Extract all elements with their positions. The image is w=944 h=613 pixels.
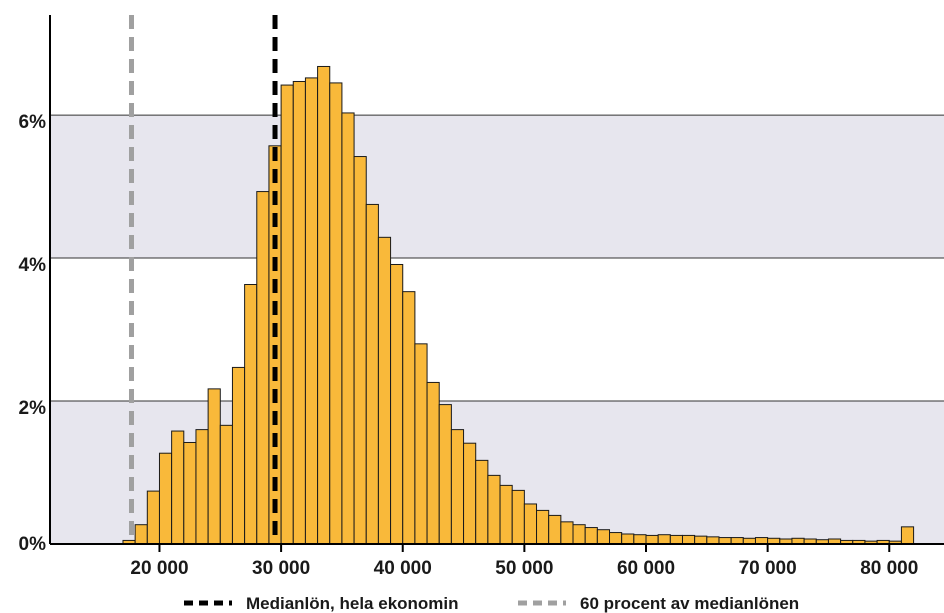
y-tick-labels: 0% 2% 4% 6% [19,112,47,555]
bar [669,534,683,545]
bar [645,534,659,545]
bar [256,191,270,545]
bar [511,489,525,545]
bar [377,236,392,545]
x-tick-label: 80 000 [860,558,918,579]
bar [706,536,720,545]
bar [621,533,635,545]
bar [304,77,319,545]
bars [122,65,915,545]
bar [134,524,148,545]
bar [244,284,258,545]
bar [183,441,197,545]
bar [390,263,404,545]
bar [487,474,501,545]
bar [353,156,367,545]
y-tick-label: 2% [19,398,47,419]
bar [475,459,489,545]
bar [171,430,185,545]
bar [596,529,611,545]
bar [231,366,246,545]
bar [450,429,465,545]
x-tick-labels: 20 000 30 000 40 000 50 000 60 000 70 000 80 0… [130,544,918,579]
legend: Medianlön, hela ekonomin 60 procent av m… [184,594,799,613]
bar [438,404,452,545]
bar [219,424,233,545]
x-tick-label: 40 000 [374,558,432,579]
bar [146,490,160,545]
y-tick-label: 0% [19,534,47,555]
bar [463,442,477,545]
x-tick-label: 60 000 [617,558,675,579]
bar [523,503,538,545]
bar [402,291,416,545]
bar [560,521,574,545]
bar [499,484,513,545]
axes [49,15,944,545]
bar [195,429,209,545]
bar [657,534,671,545]
x-tick-label: 30 000 [252,558,310,579]
x-tick-label: 70 000 [739,558,797,579]
bar [900,526,915,545]
bar [609,532,623,545]
legend-60pct-label: 60 procent av medianlönen [580,594,799,613]
reference-lines [128,15,278,544]
bar [584,527,598,545]
x-tick-label: 50 000 [495,558,553,579]
bar [426,381,440,545]
bar [414,343,428,545]
bar [329,82,343,545]
y-tick-label: 4% [19,255,47,276]
bar [536,509,550,545]
bar [548,514,562,545]
bar [207,388,221,545]
gridlines [50,114,944,402]
bar [158,452,173,545]
bar [633,534,647,545]
legend-median-label: Medianlön, hela ekonomin [246,594,459,613]
x-tick-label: 20 000 [130,558,188,579]
bar [341,112,355,545]
y-tick-label: 6% [19,112,47,133]
bar [572,524,586,545]
bar [694,535,708,545]
bar [317,65,331,545]
bar [681,534,696,545]
bar [365,203,379,545]
band-1 [50,115,944,259]
bar [280,84,294,545]
bar [292,80,306,545]
